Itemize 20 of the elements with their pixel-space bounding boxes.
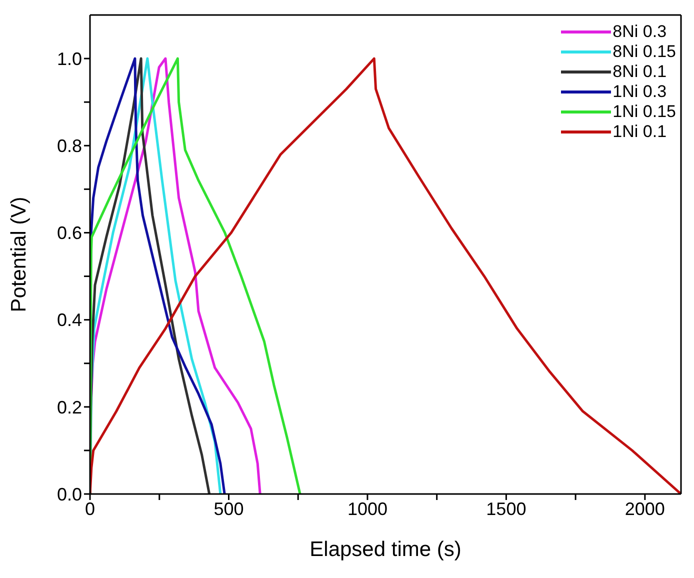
legend-label: 8Ni 0.3 — [612, 22, 667, 42]
y-tick-label: 0.2 — [56, 397, 82, 418]
y-tick-label: 0.6 — [56, 223, 82, 244]
y-tick-label: 0.4 — [56, 310, 82, 330]
y-axis-title: Potential (V) — [7, 196, 30, 312]
x-tick-label: 0 — [84, 498, 96, 519]
x-tick-label: 1000 — [347, 498, 388, 519]
y-tick-label: 0.0 — [56, 484, 82, 504]
x-tick-label: 1500 — [486, 498, 526, 519]
legend-label: 1Ni 0.15 — [612, 102, 676, 122]
legend-label: 1Ni 0.3 — [612, 82, 667, 102]
legend-label: 8Ni 0.15 — [612, 42, 676, 62]
y-tick-label: 0.8 — [56, 136, 82, 156]
line-series — [90, 57, 302, 494]
legend-label: 8Ni 0.1 — [612, 62, 667, 82]
x-axis-title: Elapsed time (s) — [310, 538, 462, 561]
x-tick-label: 500 — [214, 498, 244, 519]
y-tick-label: 1.0 — [56, 48, 82, 69]
x-tick-label: 2000 — [624, 498, 665, 519]
legend-label: 1Ni 0.1 — [612, 122, 667, 142]
